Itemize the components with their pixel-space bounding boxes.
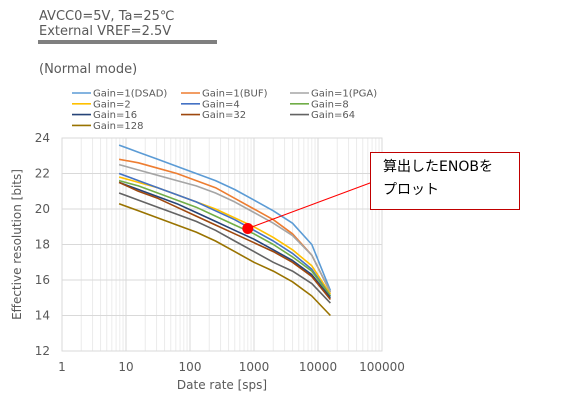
highlight-point	[242, 223, 254, 235]
legend-label: Gain=1(BUF)	[202, 89, 268, 100]
x-tick-label: 100000	[359, 360, 405, 374]
chart-axis-labels: Date rate [sps] Effective resolution [bit…	[10, 169, 267, 392]
chart-legend: Gain=1(DSAD) Gain=1(BUF) Gain=1(PGA) Gain=2…	[72, 89, 377, 132]
series-line	[118, 179, 332, 297]
y-tick-label: 14	[35, 309, 50, 323]
legend-label: Gain=8	[311, 99, 349, 110]
y-tick-label: 22	[35, 167, 50, 181]
condition-line-2: External VREF=2.5V	[39, 24, 172, 39]
legend-label: Gain=2	[93, 99, 131, 110]
legend-label: Gain=4	[202, 99, 240, 110]
series-line	[118, 163, 332, 293]
header-underline	[38, 40, 217, 44]
x-tick-label: 10	[118, 360, 133, 374]
x-tick-label: 100	[179, 360, 202, 374]
chart-ticks: 12 14 16 18 20 22 24 1 10 100 1000 10000 100000	[35, 131, 405, 374]
callout-leader	[242, 179, 379, 235]
y-tick-label: 18	[35, 238, 50, 252]
series-line	[118, 144, 332, 291]
x-axis-label: Date rate [sps]	[177, 378, 267, 392]
callout-line-2: プロット	[383, 182, 439, 198]
series-line	[118, 172, 332, 297]
callout-box: 算出したENOBを プロット	[370, 152, 520, 210]
plot-area	[61, 137, 383, 352]
x-tick-label: 1000	[239, 360, 270, 374]
condition-line-1: AVCC0=5V, Ta=25℃	[39, 9, 175, 24]
series-line	[118, 192, 331, 304]
series-line	[118, 181, 332, 299]
series-line	[118, 181, 332, 301]
legend-label: Gain=64	[311, 110, 355, 121]
legend-label: Gain=1(PGA)	[311, 89, 377, 100]
callout-leader-line	[247, 179, 379, 229]
callout-line-1: 算出したENOBを	[383, 159, 493, 175]
legend-label: Gain=32	[202, 110, 246, 121]
legend-label: Gain=128	[93, 121, 143, 132]
y-axis-label: Effective resolution [bits]	[10, 169, 24, 320]
x-tick-label: 1	[58, 360, 66, 374]
mode-label: (Normal mode)	[39, 62, 138, 77]
x-tick-label: 10000	[299, 360, 337, 374]
y-tick-label: 12	[35, 344, 50, 358]
legend-label: Gain=16	[93, 110, 137, 121]
series-line	[118, 158, 332, 293]
y-tick-label: 16	[35, 273, 50, 287]
series-line	[118, 202, 331, 317]
legend-label: Gain=1(DSAD)	[93, 89, 167, 100]
y-tick-label: 24	[35, 131, 50, 145]
y-tick-label: 20	[35, 202, 50, 216]
chart-series	[118, 144, 332, 317]
